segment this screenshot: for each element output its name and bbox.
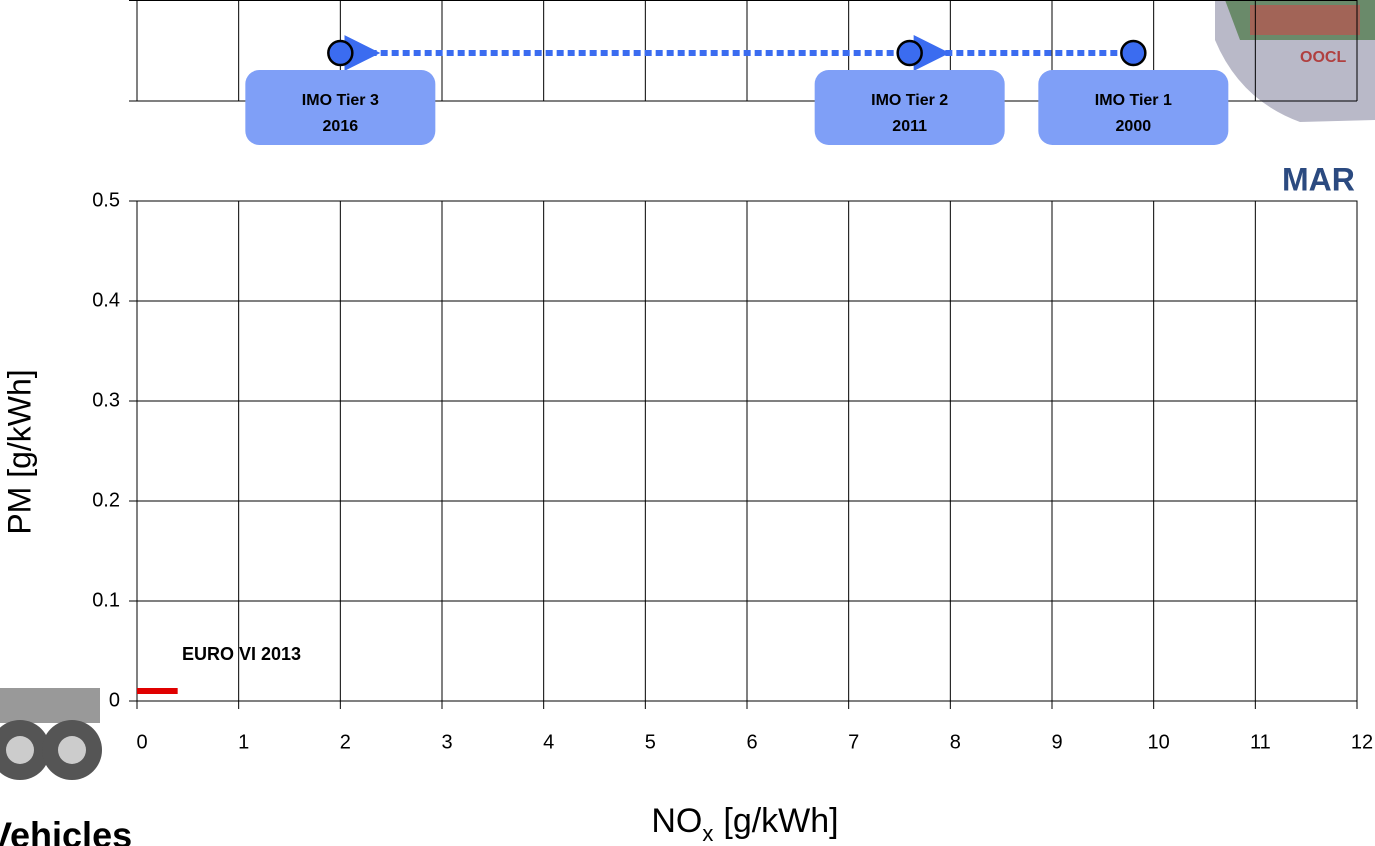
x-tick-label: 1 [238, 731, 249, 753]
x-tick-label: 0 [136, 731, 147, 753]
point-year: 2016 [323, 118, 359, 135]
x-tick-label: 12 [1351, 731, 1373, 753]
point-label: IMO Tier 1 [1095, 92, 1172, 109]
x-tick-label: 8 [950, 731, 961, 753]
corner-text: MAR [1282, 161, 1355, 197]
point [328, 41, 352, 65]
point [898, 41, 922, 65]
point-label: IMO Tier 2 [871, 92, 948, 109]
ship-image: OOCL [1215, 0, 1375, 122]
y-tick-label: 0 [109, 689, 120, 711]
x-tick-label: 7 [848, 731, 859, 753]
y-axis-title: PM [g/kWh] [1, 369, 37, 534]
point [1121, 41, 1145, 65]
x-tick-label: 5 [645, 731, 656, 753]
y-tick-label: 0.4 [92, 289, 120, 311]
x-tick-label: 10 [1148, 731, 1170, 753]
x-tick-label: 4 [543, 731, 554, 753]
x-tick-label: 9 [1051, 731, 1062, 753]
y-tick-label: 0.2 [92, 489, 120, 511]
point-year: 2000 [1116, 118, 1152, 135]
corner-text: Vehicles [0, 815, 132, 846]
x-tick-label: 6 [746, 731, 757, 753]
x-tick-label: 3 [441, 731, 452, 753]
y-tick-label: 0.1 [92, 589, 120, 611]
y-tick-label: 0.3 [92, 389, 120, 411]
y-tick-label: 0.5 [92, 189, 120, 211]
svg-text:OOCL: OOCL [1300, 49, 1346, 66]
page: OOCL MAR Vehicles NOx[g/kWh] PM [g/kWh] … [0, 0, 1375, 846]
truck-image [0, 688, 102, 780]
x-tick-label: 2 [340, 731, 351, 753]
x-tick-label: 11 [1250, 731, 1271, 753]
point-label: IMO Tier 3 [302, 92, 379, 109]
chart: OOCL MAR Vehicles NOx[g/kWh] PM [g/kWh] … [0, 0, 1375, 846]
x-axis-title: NOx[g/kWh] [651, 802, 838, 846]
point-year: 2011 [892, 118, 927, 135]
series-label: EURO VI 2013 [182, 644, 301, 664]
